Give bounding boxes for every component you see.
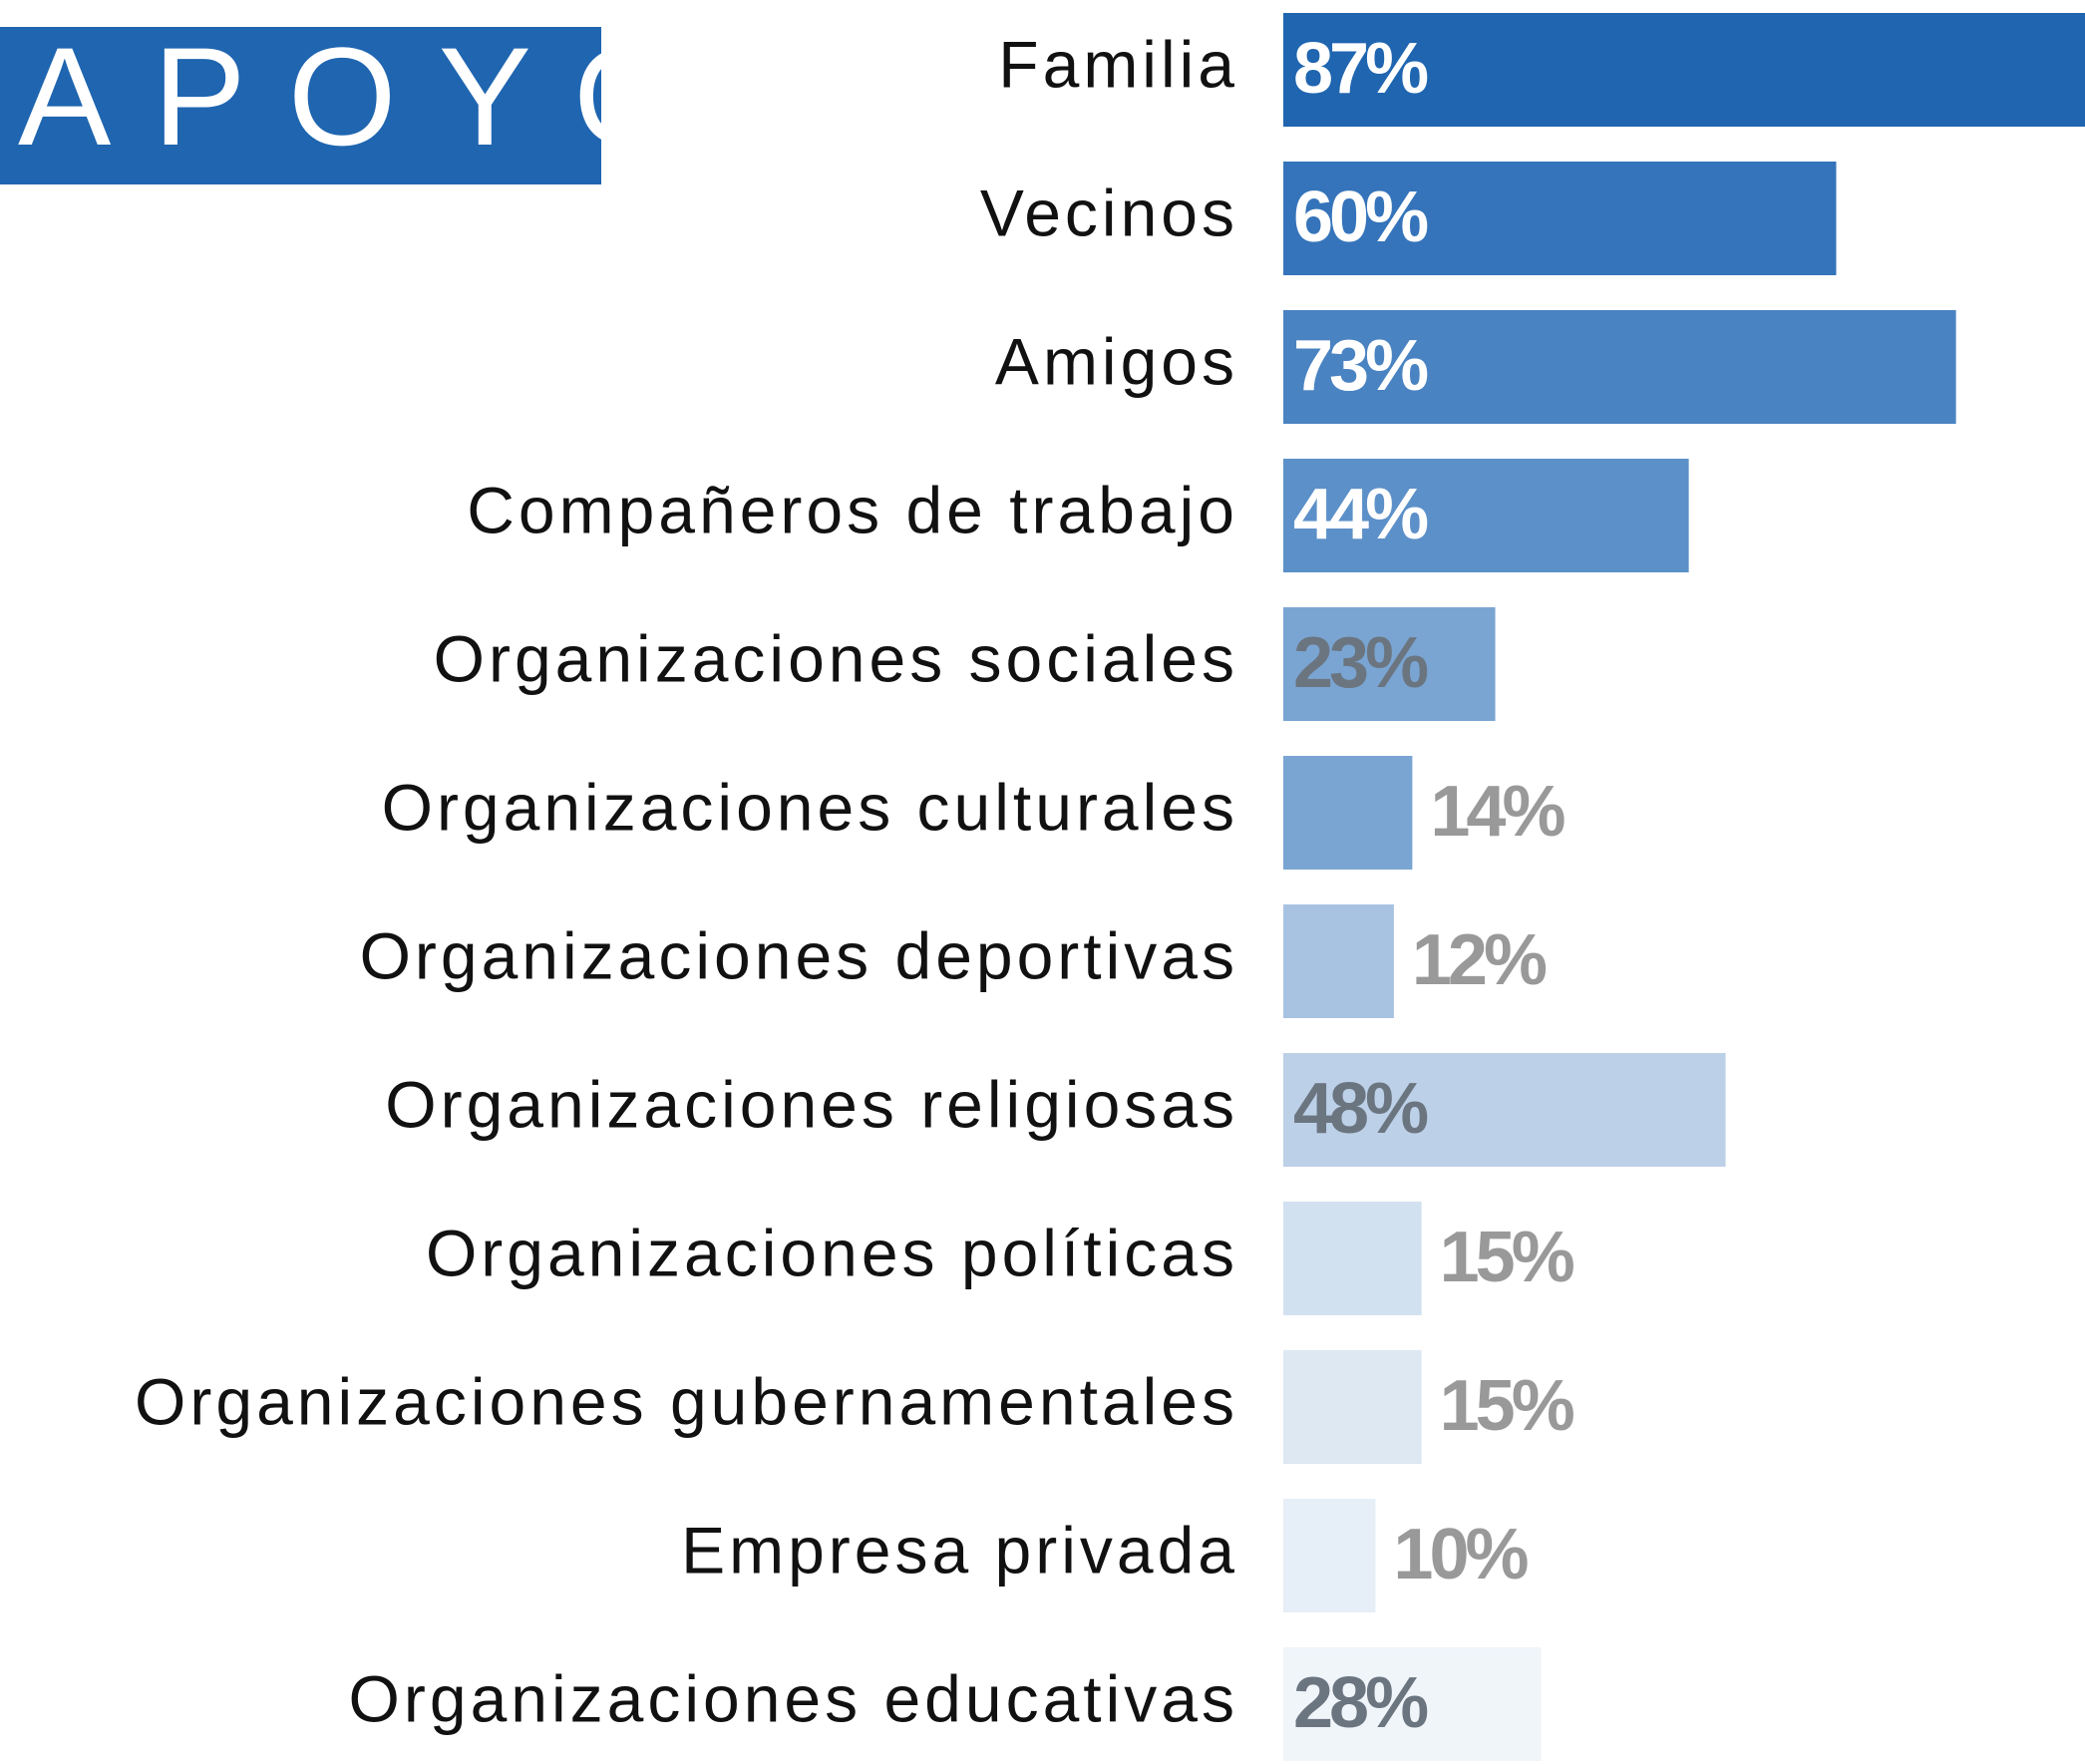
category-label: Empresa privada <box>681 1513 1238 1587</box>
bar <box>1283 607 1496 721</box>
bar <box>1283 1202 1422 1315</box>
bar <box>1283 904 1394 1018</box>
category-label: Vecinos <box>980 176 1238 249</box>
bar <box>1283 162 1837 275</box>
bar <box>1283 1499 1376 1612</box>
value-label: 10% <box>1393 1515 1528 1594</box>
chart-title: APOYO <box>18 18 724 175</box>
category-label: Organizaciones políticas <box>426 1216 1238 1289</box>
value-label: 23% <box>1293 623 1428 703</box>
bar <box>1283 310 1956 424</box>
category-label: Amigos <box>995 324 1238 398</box>
value-label: 87% <box>1293 29 1428 109</box>
category-label: Organizaciones deportivas <box>360 918 1238 992</box>
value-label: 73% <box>1293 326 1428 406</box>
value-label: 14% <box>1430 772 1564 852</box>
category-label: Organizaciones sociales <box>434 621 1238 695</box>
bar <box>1283 459 1689 572</box>
value-label: 15% <box>1440 1366 1574 1446</box>
value-label: 60% <box>1293 177 1428 257</box>
value-label: 48% <box>1293 1069 1428 1149</box>
category-label: Organizaciones educativas <box>349 1661 1238 1735</box>
value-label: 44% <box>1293 475 1428 554</box>
category-label: Familia <box>998 27 1238 101</box>
category-label: Organizaciones gubernamentales <box>135 1364 1238 1438</box>
category-label: Organizaciones culturales <box>382 770 1238 844</box>
value-label: 28% <box>1293 1663 1428 1743</box>
value-label: 15% <box>1440 1218 1574 1297</box>
category-label: Compañeros de trabajo <box>467 473 1238 546</box>
bar <box>1283 756 1413 870</box>
value-label: 12% <box>1412 920 1547 1000</box>
category-label: Organizaciones religiosas <box>385 1067 1238 1141</box>
title-box <box>0 27 601 184</box>
bar <box>1283 1647 1542 1761</box>
bar <box>1283 1053 1726 1167</box>
bar <box>1283 13 2085 127</box>
bar <box>1283 1350 1422 1464</box>
